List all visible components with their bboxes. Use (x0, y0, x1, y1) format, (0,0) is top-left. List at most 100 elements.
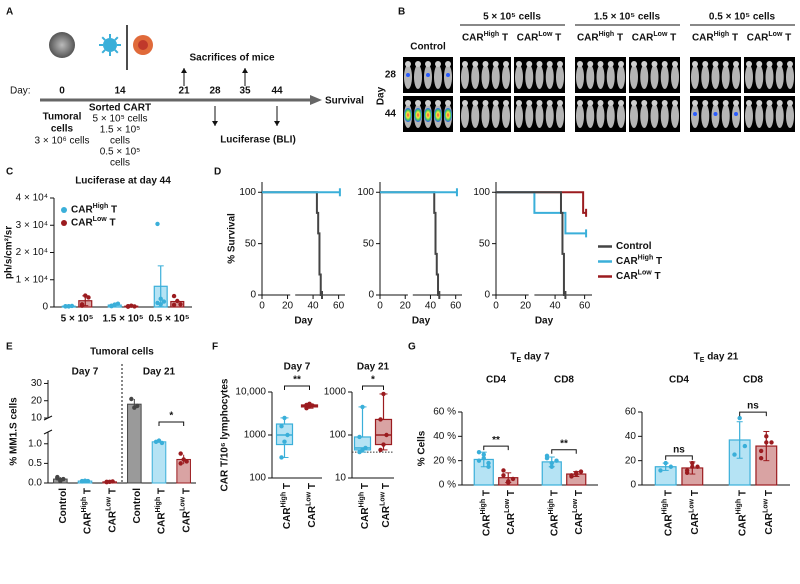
y-tick-label: 30 (31, 378, 43, 389)
data-point (279, 424, 284, 429)
data-point (158, 296, 163, 302)
data-point (378, 417, 383, 422)
x-tick-label: CARHigh T (736, 490, 748, 536)
cart-text: 1.5 × 10⁵ (100, 125, 141, 136)
y-tick-label: 10,000 (235, 387, 266, 398)
x-tick-label: 40 (425, 301, 437, 312)
day-tick-label: 28 (209, 86, 221, 97)
mouse (640, 104, 649, 128)
y-tick-label: 0 (630, 480, 636, 491)
text-part: Low (768, 31, 783, 38)
data-point (282, 415, 287, 421)
mouse-head (546, 61, 553, 67)
mouse (745, 104, 753, 128)
mouse (765, 65, 774, 89)
tumor-icon (49, 32, 75, 58)
x-tick-label: 40 (308, 301, 320, 312)
mouse (491, 104, 500, 128)
y-tick-label: 2 × 10⁴ (16, 247, 48, 258)
mouse-head (492, 100, 499, 106)
signal (693, 112, 697, 116)
text-part: High (480, 499, 487, 515)
mouse (576, 65, 584, 89)
text-part: E (517, 357, 522, 364)
mouse-head (722, 61, 729, 67)
target-cell-nucleus (138, 40, 148, 50)
x-axis-label: Day (535, 316, 554, 327)
y-tick-label: 100 (329, 430, 346, 441)
mouse-head (482, 61, 489, 67)
mouse-head (756, 100, 763, 106)
significance-bracket (739, 411, 767, 417)
y-tick-label: 0 (484, 290, 490, 301)
y-tick-label: 0 (42, 302, 48, 313)
cart-text: 5 × 10⁵ cells (92, 114, 147, 125)
survival-line (496, 191, 587, 214)
mouse-head (577, 100, 583, 106)
mouse-head (445, 61, 451, 67)
mouse-head (472, 61, 479, 67)
mouse-head (607, 100, 614, 106)
mouse (640, 65, 649, 89)
text-part: High (93, 203, 109, 210)
mouse-head (516, 61, 522, 67)
mouse-head (546, 100, 553, 106)
panel-letter: D (214, 167, 221, 178)
text-part: Low (93, 216, 108, 223)
significance-label: ** (492, 435, 500, 446)
mouse-head (641, 61, 648, 67)
car-t-icon (103, 38, 117, 52)
mouse (586, 65, 595, 89)
panel-letter: G (408, 342, 416, 353)
data-point (85, 478, 91, 484)
mouse-head (692, 61, 698, 67)
data-point (282, 439, 287, 444)
data-point (695, 464, 700, 469)
group-label: 1.5 × 10⁵ cells (594, 12, 661, 23)
mouse-head (661, 100, 668, 106)
mouse (755, 104, 764, 128)
mouse (671, 104, 679, 128)
y-tick-label: 1000 (244, 430, 267, 441)
text-part: Low (180, 496, 187, 511)
x-tick-label: 60 (579, 301, 591, 312)
mouse-head (526, 61, 533, 67)
mouse-head (405, 61, 411, 67)
x-tick-label: 0 (377, 301, 383, 312)
data-point (159, 440, 165, 446)
arrow-head (274, 121, 280, 126)
bar (127, 403, 142, 484)
tumor-text: 3 × 10⁶ cells (35, 136, 90, 147)
mouse-head (536, 61, 543, 67)
mouse (535, 104, 544, 128)
y-tick-label: 100 (473, 187, 490, 198)
text-part: High (736, 499, 743, 515)
data-point (378, 447, 383, 453)
text-part: Low (653, 31, 668, 38)
mouse (650, 104, 659, 128)
x-tick-label: CARHigh T (548, 490, 560, 536)
mouse-head (702, 100, 709, 106)
car-spike (101, 36, 106, 41)
mouse (461, 65, 469, 89)
x-tick-label: Control (58, 488, 69, 524)
mouse-head (712, 61, 719, 67)
y-tick-label: 1 × 10⁴ (16, 274, 48, 285)
mouse-head (462, 100, 468, 106)
arrow-head (212, 121, 218, 126)
mouse (525, 65, 534, 89)
data-point (769, 440, 774, 445)
chart-title: Tumoral cells (90, 347, 154, 358)
mouse (711, 65, 720, 89)
mouse-head (692, 100, 698, 106)
x-tick-label: CARLow T (306, 483, 318, 528)
y-tick-label: 20 (31, 395, 43, 406)
data-point (58, 477, 63, 483)
data-point (549, 460, 554, 466)
mouse (545, 104, 554, 128)
mouse (617, 104, 625, 128)
significance-bracket (551, 449, 577, 454)
mouse-head (503, 61, 509, 67)
mouse-head (462, 61, 468, 67)
data-point (690, 464, 695, 469)
